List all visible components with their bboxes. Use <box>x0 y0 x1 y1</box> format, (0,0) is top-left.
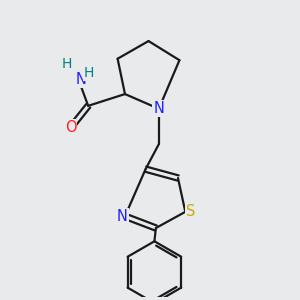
Text: N: N <box>117 209 128 224</box>
Text: N: N <box>75 72 86 87</box>
Text: N: N <box>153 101 164 116</box>
Text: S: S <box>186 204 195 219</box>
Text: H: H <box>61 57 72 71</box>
Text: H: H <box>84 66 94 80</box>
Text: O: O <box>65 120 76 135</box>
